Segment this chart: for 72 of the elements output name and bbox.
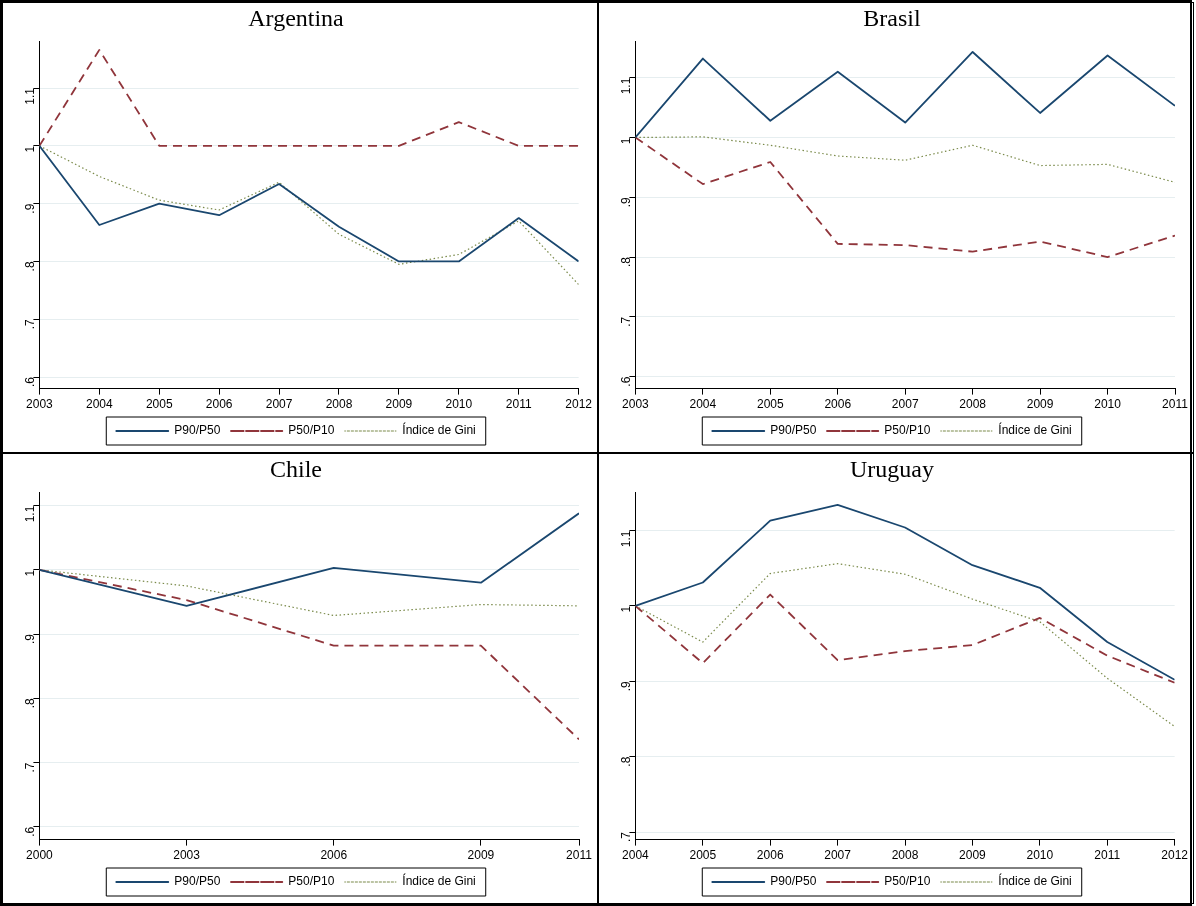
y-tick-label: 1	[618, 137, 633, 145]
legend-label: P90/P50	[174, 423, 221, 438]
x-tick-label: 2011	[1162, 397, 1189, 412]
legend-label: P50/P10	[884, 874, 931, 889]
legend-label: Índice de Gini	[402, 873, 476, 889]
y-tick-label: 1	[618, 605, 633, 613]
y-tick-label: .6	[22, 376, 37, 388]
x-tick-label: 2005	[145, 397, 173, 412]
y-tick-label: .9	[22, 203, 37, 214]
legend-label: P50/P10	[884, 423, 931, 438]
x-tick-label: 2004	[622, 848, 650, 863]
x-tick-label: 2004	[689, 397, 717, 412]
x-tick-label: 2011	[1094, 848, 1121, 863]
y-tick-label: 1.1	[618, 77, 633, 95]
x-tick-label: 2010	[1094, 397, 1122, 412]
x-tick-label: 2000	[26, 848, 54, 863]
x-tick-label: 2008	[325, 397, 353, 412]
x-tick-label: 2003	[26, 397, 54, 412]
x-tick-label: 2012	[1161, 848, 1189, 863]
x-tick-label: 2005	[756, 397, 784, 412]
x-tick-label: 2007	[824, 848, 852, 863]
x-tick-label: 2010	[445, 397, 473, 412]
y-tick-label: 1	[22, 569, 37, 577]
chart-title: Uruguay	[850, 455, 934, 482]
x-tick-label: 2006	[205, 397, 233, 412]
legend-label: P90/P50	[770, 423, 817, 438]
x-tick-label: 2006	[756, 848, 784, 863]
legend-label: Índice de Gini	[998, 422, 1072, 438]
y-tick-label: .9	[618, 680, 633, 692]
chart-title: Argentina	[248, 4, 345, 31]
y-tick-label: .6	[618, 376, 633, 387]
x-tick-label: 2003	[622, 397, 650, 412]
y-tick-label: 1.1	[22, 505, 37, 523]
legend-label: P50/P10	[288, 423, 335, 438]
x-tick-label: 2007	[265, 397, 293, 412]
legend-label: P90/P50	[770, 874, 817, 889]
x-tick-label: 2009	[385, 397, 413, 412]
x-tick-label: 2008	[891, 848, 919, 863]
y-tick-label: .7	[618, 831, 633, 843]
legend-label: P50/P10	[288, 874, 335, 889]
x-tick-label: 2007	[891, 397, 919, 412]
y-tick-label: .8	[618, 256, 633, 268]
y-tick-label: 1.1	[618, 530, 633, 548]
x-tick-label: 2009	[959, 848, 987, 863]
chart-title: Brasil	[863, 4, 921, 31]
x-tick-label: 2009	[1026, 397, 1054, 412]
y-tick-label: .7	[22, 318, 37, 330]
y-tick-label: 1.1	[22, 87, 37, 105]
y-tick-label: .9	[618, 196, 633, 208]
legend-label: Índice de Gini	[998, 873, 1072, 889]
x-tick-label: 2006	[320, 848, 348, 863]
y-tick-label: .9	[22, 633, 37, 645]
x-tick-label: 2011	[566, 848, 593, 863]
y-tick-label: .6	[22, 826, 37, 837]
y-tick-label: .8	[22, 697, 37, 709]
x-tick-label: 2005	[689, 848, 717, 863]
y-tick-label: .7	[22, 762, 37, 773]
x-tick-label: 2011	[505, 397, 532, 412]
y-tick-label: .8	[618, 756, 633, 767]
y-tick-label: 1	[22, 145, 37, 153]
x-tick-label: 2010	[1026, 848, 1054, 863]
x-tick-label: 2008	[959, 397, 987, 412]
y-tick-label: .8	[22, 261, 37, 272]
chart-title: Chile	[270, 455, 322, 482]
legend-label: P90/P50	[174, 874, 221, 889]
x-tick-label: 2004	[85, 397, 113, 412]
legend-label: Índice de Gini	[402, 422, 476, 438]
x-tick-label: 2012	[565, 397, 593, 412]
y-tick-label: .7	[618, 316, 633, 327]
x-tick-label: 2009	[467, 848, 495, 863]
x-tick-label: 2003	[173, 848, 201, 863]
x-tick-label: 2006	[824, 397, 852, 412]
